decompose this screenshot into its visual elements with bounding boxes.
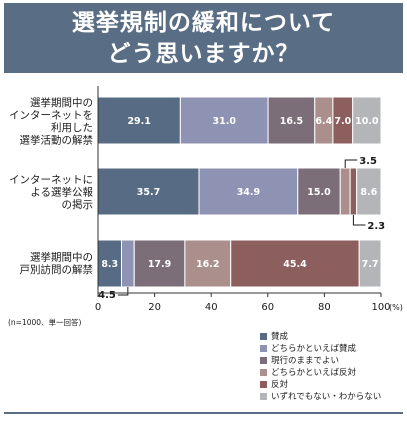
x-tick-label-1: 20 <box>148 302 161 313</box>
legend-label-0: 賛成 <box>271 332 289 342</box>
data-label-0-3: 6.4 <box>315 116 332 127</box>
bar-segment-2-4 <box>230 239 360 288</box>
bar-segment-0-0 <box>97 96 181 145</box>
data-label-0-0: 29.1 <box>127 116 150 127</box>
category-label-0-2: 利用した <box>51 122 93 134</box>
callout-line-1-3 <box>344 159 358 168</box>
legend-label-2: 現行のままでよい <box>271 356 340 366</box>
bar-segment-0-2 <box>267 96 316 145</box>
bar-segment-2-3 <box>184 239 232 288</box>
data-label-1-2: 15.0 <box>307 187 331 198</box>
data-label-2-5: 7.7 <box>362 259 379 270</box>
bottom-rule <box>4 412 403 414</box>
callout-label-2-1: 4.5 <box>98 290 116 301</box>
legend-label-5: いずれでもない・わからない <box>271 392 382 402</box>
legend-item-1: どちらかといえば賛成 <box>260 342 381 354</box>
bar-segment-1-1 <box>198 167 299 216</box>
bar-segment-2-2 <box>133 239 186 288</box>
bar-segment-1-5 <box>356 167 382 216</box>
data-label-1-5: 8.6 <box>360 187 377 198</box>
legend-swatch-4 <box>260 380 267 388</box>
bar-segment-2-1 <box>120 239 135 288</box>
data-label-2-0: 8.3 <box>101 259 118 270</box>
bar-segment-1-0 <box>97 167 200 216</box>
legend-swatch-1 <box>260 344 267 352</box>
callout-line-1-4 <box>352 215 366 226</box>
bar-segment-1-4 <box>349 167 358 216</box>
data-label-2-3: 16.2 <box>196 259 219 270</box>
x-tick-label-5: 100 <box>371 302 390 313</box>
legend-swatch-0 <box>260 332 267 340</box>
legend-swatch-5 <box>260 392 267 400</box>
legend: 賛成どちらかといえば賛成 現行のままでよいどちらかといえば反対 反対いずれでもない・… <box>260 330 381 402</box>
data-label-0-1: 31.0 <box>212 116 236 127</box>
legend-item-0: 賛成 <box>260 330 381 342</box>
callout-label-1-4: 2.3 <box>367 221 385 232</box>
category-label-0-3: 選挙活動の解禁 <box>20 133 94 146</box>
category-label-2-1: 戸別訪問の解禁 <box>20 263 94 276</box>
bar-segment-0-1 <box>179 96 269 145</box>
legend-label-1: どちらかといえば賛成 <box>271 344 357 354</box>
data-label-0-2: 16.5 <box>280 116 303 127</box>
chart-title-line-1: 選挙規制の緩和について <box>71 9 336 36</box>
category-label-0-1: インターネットを <box>9 109 93 121</box>
legend-label-3: どちらかといえば反対 <box>271 368 357 378</box>
data-label-2-2: 17.9 <box>148 259 171 270</box>
legend-item-5: いずれでもない・わからない <box>260 390 381 402</box>
legend-swatch-2 <box>260 356 267 364</box>
legend-item-3: どちらかといえば反対 <box>260 366 381 378</box>
bar-segment-0-5 <box>352 96 382 145</box>
callout-label-1-3: 3.5 <box>359 156 377 167</box>
legend-label-4: 反対 <box>271 380 289 390</box>
x-tick-label-4: 80 <box>318 302 331 313</box>
sample-note: (n=1000、単一回答) <box>8 318 82 327</box>
category-label-0-0: 選挙期間中の <box>30 96 93 109</box>
legend-item-4: 反対 <box>260 378 381 390</box>
legend-item-2: 現行のままでよい <box>260 354 381 366</box>
category-label-2-0: 選挙期間中の <box>30 250 93 263</box>
title-band: 選挙規制の緩和について どう思いますか？ <box>4 3 403 73</box>
x-tick-label-2: 40 <box>205 302 218 313</box>
data-label-1-0: 35.7 <box>137 187 160 198</box>
category-label-1-2: の掲示 <box>62 199 94 211</box>
bar-segment-1-2 <box>297 167 341 216</box>
bar-segment-2-5 <box>358 239 382 288</box>
chart-title-line-2: どう思いますか？ <box>107 40 300 67</box>
x-unit-label: (%) <box>389 303 403 312</box>
category-label-1-0: インターネットに <box>9 174 93 186</box>
data-label-0-4: 7.0 <box>334 116 351 127</box>
x-tick-label-0: 0 <box>95 302 101 313</box>
data-label-1-1: 34.9 <box>237 187 260 198</box>
legend-swatch-3 <box>260 368 267 376</box>
data-label-2-4: 45.4 <box>283 259 307 270</box>
x-tick-label-3: 60 <box>261 302 274 313</box>
data-label-0-5: 10.0 <box>355 116 379 127</box>
callout-line-2-1 <box>117 287 129 296</box>
category-label-1-1: よる選挙公報 <box>30 186 93 199</box>
bar-segment-1-3 <box>339 167 351 216</box>
